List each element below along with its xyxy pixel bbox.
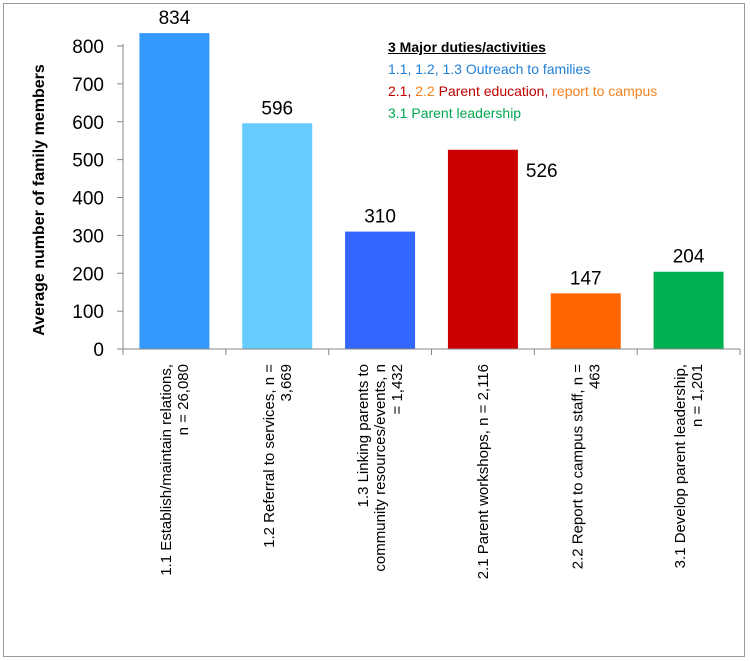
y-axis-label: Average number of family members <box>31 64 48 336</box>
legend-line: 1.1, 1.2, 1.3 Outreach to families <box>388 58 657 80</box>
y-tick-label: 600 <box>72 113 104 134</box>
x-category-line: 1.3 Linking parents to <box>355 364 372 507</box>
x-category-label: 1.3 Linking parents to community resource… <box>355 364 406 572</box>
data-label: 526 <box>526 161 558 182</box>
bar <box>345 231 416 349</box>
legend-text: 2.1, <box>388 83 416 99</box>
y-tick-label: 700 <box>72 75 104 96</box>
x-category-label: 2.2 Report to campus staff, n = 463 <box>569 364 603 569</box>
bar <box>653 271 724 349</box>
legend-text: 1.1, 1.2, 1.3 Outreach to families <box>388 61 591 77</box>
x-category-line: 463 <box>586 364 603 389</box>
y-tick-label: 800 <box>72 37 104 58</box>
x-category-label: 1.2 Referral to services, n = 3,669 <box>261 364 295 548</box>
x-category-line: 3,669 <box>278 364 295 402</box>
chart-frame <box>3 3 745 657</box>
bar <box>242 123 313 349</box>
legend-text: 2.2 <box>415 83 435 99</box>
y-tick-label: 100 <box>72 302 104 323</box>
legend: 3 Major duties/activities 1.1, 1.2, 1.3 … <box>388 36 657 124</box>
x-category-line: n = 1,201 <box>689 364 706 427</box>
x-category-line: 1.1 Establish/maintain relations, <box>158 364 175 576</box>
x-category-label: 3.1 Develop parent leadership, n = 1,201 <box>672 364 706 568</box>
data-label: 310 <box>364 207 396 228</box>
bar <box>139 33 210 350</box>
data-label: 147 <box>570 268 602 289</box>
data-label: 596 <box>261 98 293 119</box>
x-category-line: 3.1 Develop parent leadership, <box>672 364 689 568</box>
legend-line: 3.1 Parent leadership <box>388 102 657 124</box>
x-category-line: 1.2 Referral to services, n = <box>261 364 278 548</box>
x-category-line: 2.2 Report to campus staff, n = <box>569 364 586 569</box>
legend-text: 3.1 Parent leadership <box>388 105 522 121</box>
legend-text: Parent education, <box>434 83 553 99</box>
bars: 834 596 310 526 147 204 <box>139 8 724 350</box>
bar <box>550 293 621 349</box>
x-category-line: n = 26,080 <box>175 364 192 435</box>
y-tick-label: 400 <box>72 189 104 210</box>
y-tick-label: 300 <box>72 226 104 247</box>
legend-line: 2.1, 2.2 Parent education, report to cam… <box>388 80 657 102</box>
legend-text: report to campus <box>552 83 658 99</box>
x-category-line: 2.1 Parent workshops, n = 2,116 <box>475 364 492 579</box>
y-axis: 0 100 200 300 400 500 600 700 800 <box>72 37 124 361</box>
data-label: 834 <box>159 8 191 29</box>
y-tick-label: 200 <box>72 264 104 285</box>
y-tick-label: 500 <box>72 151 104 172</box>
data-label: 204 <box>673 247 705 268</box>
x-category-label: 1.1 Establish/maintain relations, n = 26,… <box>158 364 192 576</box>
x-category-label: 2.1 Parent workshops, n = 2,116 <box>475 364 492 579</box>
x-axis: 1.1 Establish/maintain relations, n = 26,… <box>122 348 741 579</box>
x-category-line: community resources/events, n <box>372 364 389 572</box>
y-tick-label: 0 <box>93 340 104 361</box>
x-category-line: = 1,432 <box>389 364 406 414</box>
bar <box>447 149 518 349</box>
legend-title: 3 Major duties/activities <box>388 39 546 55</box>
